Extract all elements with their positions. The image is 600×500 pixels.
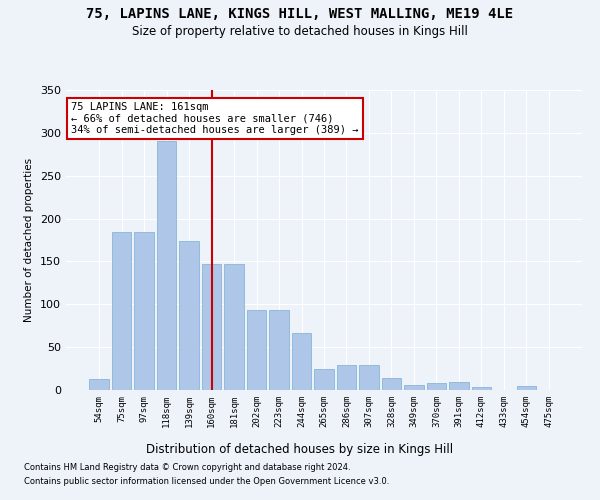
Bar: [404, 385, 424, 390]
Bar: [89, 379, 109, 390]
Bar: [179, 241, 199, 390]
Bar: [382, 378, 401, 390]
Bar: [269, 310, 289, 390]
Bar: [134, 232, 154, 390]
Bar: [472, 388, 491, 390]
Bar: [292, 332, 311, 390]
Bar: [112, 232, 131, 390]
Text: 75, LAPINS LANE, KINGS HILL, WEST MALLING, ME19 4LE: 75, LAPINS LANE, KINGS HILL, WEST MALLIN…: [86, 8, 514, 22]
Bar: [427, 383, 446, 390]
Bar: [202, 264, 221, 390]
Y-axis label: Number of detached properties: Number of detached properties: [25, 158, 34, 322]
Text: 75 LAPINS LANE: 161sqm
← 66% of detached houses are smaller (746)
34% of semi-de: 75 LAPINS LANE: 161sqm ← 66% of detached…: [71, 102, 359, 135]
Text: Distribution of detached houses by size in Kings Hill: Distribution of detached houses by size …: [146, 442, 454, 456]
Text: Contains public sector information licensed under the Open Government Licence v3: Contains public sector information licen…: [24, 477, 389, 486]
Bar: [517, 386, 536, 390]
Bar: [449, 382, 469, 390]
Text: Contains HM Land Registry data © Crown copyright and database right 2024.: Contains HM Land Registry data © Crown c…: [24, 464, 350, 472]
Bar: [224, 264, 244, 390]
Text: Size of property relative to detached houses in Kings Hill: Size of property relative to detached ho…: [132, 25, 468, 38]
Bar: [337, 365, 356, 390]
Bar: [247, 310, 266, 390]
Bar: [157, 142, 176, 390]
Bar: [359, 365, 379, 390]
Bar: [314, 368, 334, 390]
